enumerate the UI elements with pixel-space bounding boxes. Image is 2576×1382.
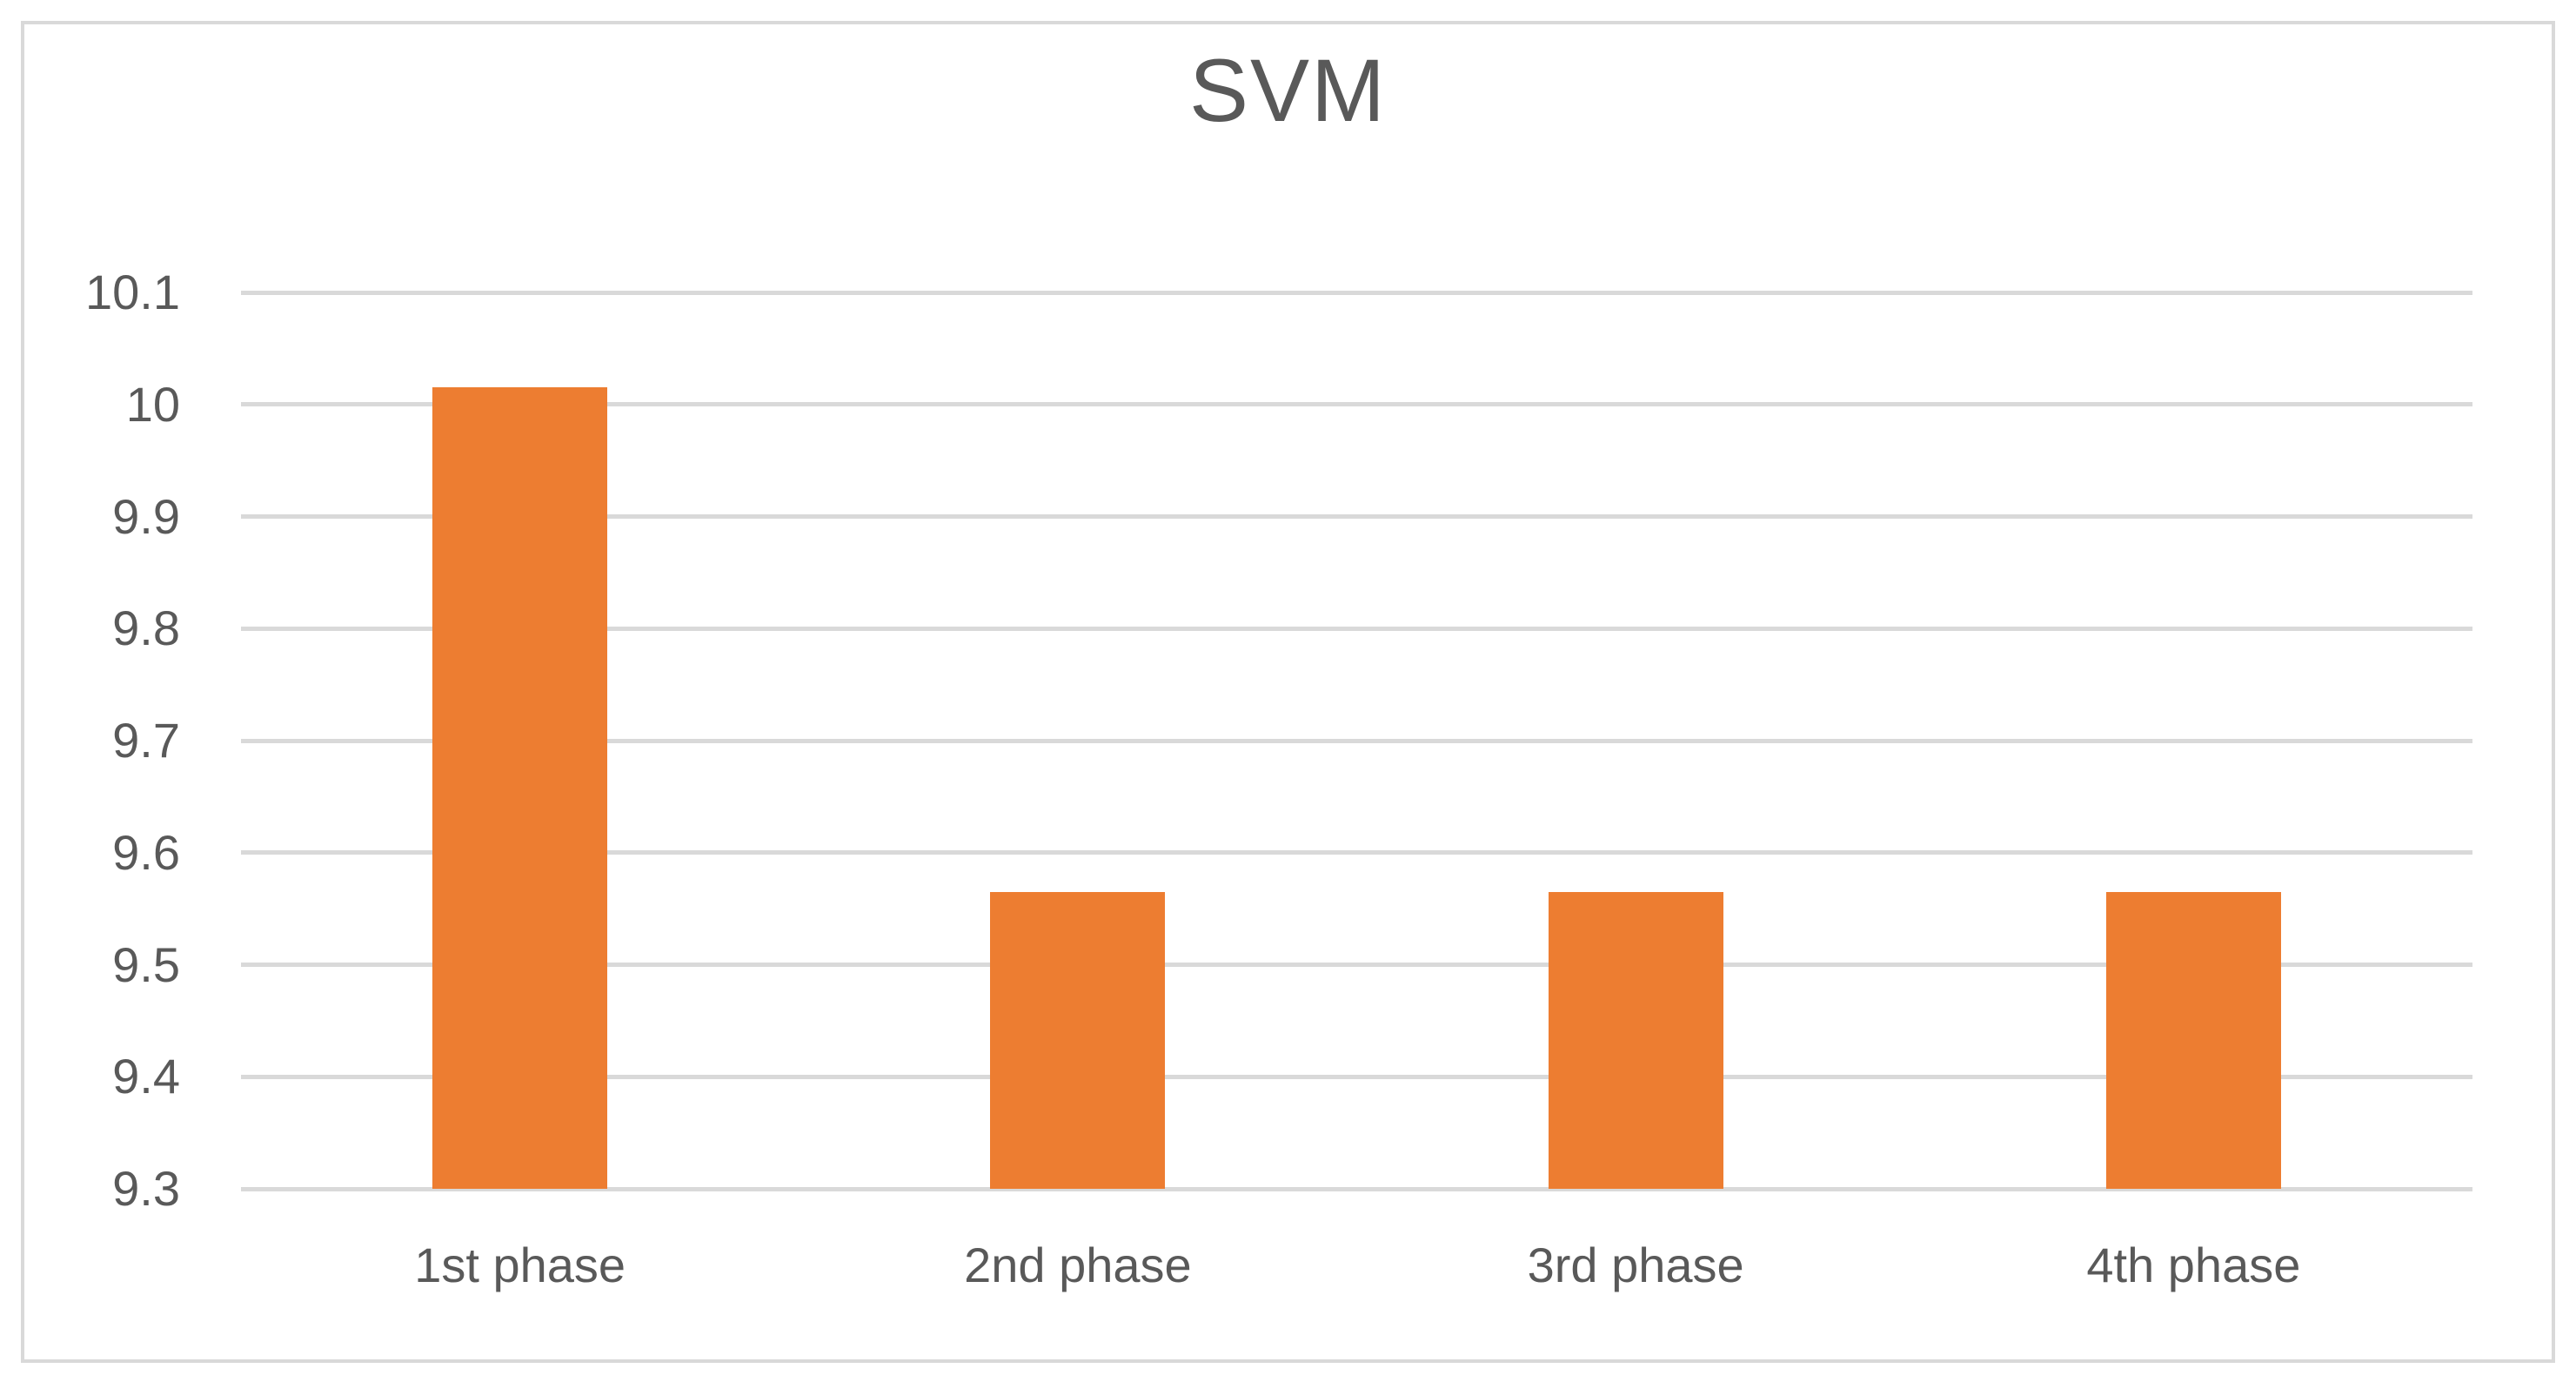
gridline xyxy=(241,963,2472,967)
y-axis-tick-label: 10 xyxy=(125,376,180,432)
chart-title: SVM xyxy=(1188,41,1388,140)
chart-frame: SVM 10.1 10 9.9 9.8 9.7 9.6 9.5 9.4 9.3 1st phas… xyxy=(21,21,2555,1363)
gridline xyxy=(241,402,2472,407)
gridline xyxy=(241,290,2472,295)
y-axis-tick-label: 9.3 xyxy=(112,1161,180,1216)
gridline xyxy=(241,626,2472,631)
x-axis-category-label: 1st phase xyxy=(414,1238,626,1292)
gridline xyxy=(241,514,2472,519)
y-axis-tick-label: 9.6 xyxy=(112,824,180,880)
bar-4th-phase xyxy=(2105,891,2281,1189)
y-axis-tick-label: 10.1 xyxy=(85,265,180,319)
x-axis-category-label: 3rd phase xyxy=(1527,1238,1744,1292)
gridline xyxy=(241,738,2472,743)
bar-3rd-phase xyxy=(1548,891,1723,1189)
bar-2nd-phase xyxy=(990,891,1166,1189)
gridline xyxy=(241,1186,2472,1191)
bar-1st-phase xyxy=(432,387,608,1189)
plot-area: 10.1 10 9.9 9.8 9.7 9.6 9.5 9.4 9.3 1st phase 2nd… xyxy=(85,265,2472,1292)
y-axis-tick-label: 9.9 xyxy=(112,488,180,544)
gridline xyxy=(241,850,2472,855)
y-axis-tick-label: 9.8 xyxy=(112,600,180,656)
y-axis-tick-label: 9.5 xyxy=(112,936,180,992)
y-axis-tick-label: 9.7 xyxy=(112,713,180,768)
x-axis-category-label: 2nd phase xyxy=(964,1238,1192,1292)
gridline xyxy=(241,1074,2472,1079)
x-axis-category-label: 4th phase xyxy=(2086,1238,2301,1292)
y-axis-tick-label: 9.4 xyxy=(112,1049,180,1104)
